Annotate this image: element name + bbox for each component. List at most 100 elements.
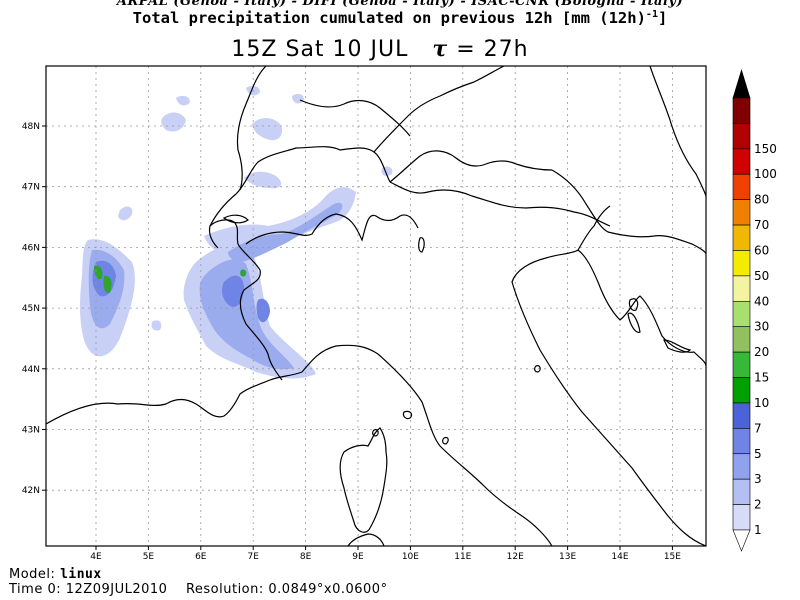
lat-label: 42N (22, 486, 40, 496)
coastline-croatia (577, 249, 706, 367)
rhine-border (299, 99, 411, 137)
colorbar-segment (732, 199, 751, 226)
lat-label: 43N (22, 426, 40, 436)
credits-line: ARPAL (Genoa - Italy) - DIFI (Genoa - It… (116, 0, 684, 9)
footer-model: Model: linux (9, 567, 102, 582)
lon-label: 13E (559, 552, 576, 562)
colorbar-label: 50 (754, 269, 769, 283)
island-dalmatia (663, 339, 692, 353)
chart-title: Total precipitation cumulated on previou… (0, 9, 800, 27)
lon-label: 11E (454, 552, 471, 562)
lon-label: 9E (352, 552, 364, 562)
time-label: 15Z Sat 10 JUL (231, 37, 409, 62)
border-austria-italy (389, 181, 611, 227)
colorbar: 1 2 3 5 7 10 15 20 30 40 50 60 70 80 100 150 (732, 68, 777, 552)
colorbar-label: 80 (754, 193, 769, 207)
colorbar-segment (732, 250, 751, 277)
colorbar-segment (732, 453, 751, 480)
colorbar-label: 3 (754, 472, 762, 486)
tau-value: = 27h (456, 37, 529, 62)
colorbar-label: 40 (754, 294, 769, 308)
colorbar-label: 5 (754, 447, 762, 461)
border-switzerland-south (245, 213, 419, 245)
title-main: Total precipitation cumulated on previou… (132, 9, 646, 28)
resolution-value: 0.0849°x0.0600° (268, 582, 388, 597)
colorbar-label: 20 (754, 345, 769, 359)
lat-label: 47N (22, 183, 40, 193)
island-cres (627, 312, 641, 333)
graticule (46, 66, 706, 546)
colorbar-segment (732, 402, 751, 429)
colorbar-segment (732, 504, 751, 531)
colorbar-label: 150 (754, 142, 777, 156)
colorbar-label: 70 (754, 218, 769, 232)
time0-value: 12Z09JUL2010 (65, 582, 168, 597)
colorbar-bottom-arrow (732, 529, 751, 552)
sardinia-outline (347, 533, 385, 546)
lon-label: 14E (611, 552, 628, 562)
colorbar-label: 100 (754, 167, 777, 181)
lat-label: 45N (22, 304, 40, 314)
precip-level-10-15 (94, 265, 247, 294)
island-krk (628, 298, 639, 311)
lon-label: 8E (300, 552, 312, 562)
colorbar-label: 30 (754, 320, 769, 334)
lon-label: 10E (402, 552, 419, 562)
map-lines (46, 66, 706, 546)
lon-label: 15E (664, 552, 681, 562)
axis-labels: 4E 5E 6E 7E 8E 9E 10E 11E 12E 13E 14E 15E 48N 47N 46N 4… (22, 122, 681, 562)
tau-symbol: τ (432, 36, 449, 62)
border-slovenia-croatia (551, 169, 706, 255)
colorbar-label: 2 (754, 498, 762, 512)
colorbar-label: 1 (754, 523, 762, 537)
title-superscript: -1 (645, 9, 658, 20)
resolution-label: Resolution: (185, 582, 264, 597)
colorbar-segment (732, 377, 751, 404)
colorbar-segment (732, 300, 751, 328)
border-austria-hungary (649, 66, 706, 197)
coastline-adriatic-italy (511, 249, 706, 546)
lat-label: 44N (22, 365, 40, 375)
lake-geneva (222, 214, 249, 224)
lon-label: 4E (90, 552, 102, 562)
island-elba (402, 410, 413, 420)
colorbar-segment (732, 275, 751, 302)
island-giglio (442, 436, 449, 445)
precip-field (80, 85, 393, 379)
lake-garda (418, 237, 425, 253)
island-ischia (534, 365, 541, 373)
colorbar-segment (732, 351, 751, 378)
model-label: Model: (9, 567, 56, 582)
lat-label: 46N (22, 243, 40, 253)
colorbar-segment (732, 326, 751, 353)
colorbar-segment (732, 173, 751, 200)
lon-label: 12E (507, 552, 524, 562)
footer-time: Time 0: 12Z09JUL2010 Resolution: 0.0849°… (9, 582, 388, 597)
title-end: ] (657, 9, 668, 28)
colorbar-top-arrow (732, 68, 751, 99)
colorbar-segment (732, 97, 751, 124)
lat-label: 48N (22, 122, 40, 132)
colorbar-label: 15 (754, 371, 769, 385)
coastline-west (46, 344, 553, 546)
valid-time: 15Z Sat 10 JUL τ = 27h (0, 36, 760, 62)
border-slovenia-italy (577, 205, 611, 251)
colorbar-segment (732, 224, 751, 251)
colorbar-label: 7 (754, 421, 762, 435)
corsica-outline (339, 427, 388, 533)
border-austria-germany (389, 150, 553, 183)
time0-label: Time 0: (9, 582, 62, 597)
colorbar-segment (732, 478, 751, 505)
lon-label: 6E (195, 552, 207, 562)
border-germany-north (236, 66, 267, 191)
colorbar-label: 60 (754, 243, 769, 257)
island-capraia (372, 429, 379, 437)
map-frame (45, 65, 707, 547)
colorbar-segment (732, 123, 751, 150)
model-value: linux (60, 567, 102, 582)
border-france-italy (208, 219, 283, 381)
colorbar-label: 10 (754, 396, 769, 410)
colorbar-segment (732, 148, 751, 175)
colorbar-segment (732, 428, 751, 455)
